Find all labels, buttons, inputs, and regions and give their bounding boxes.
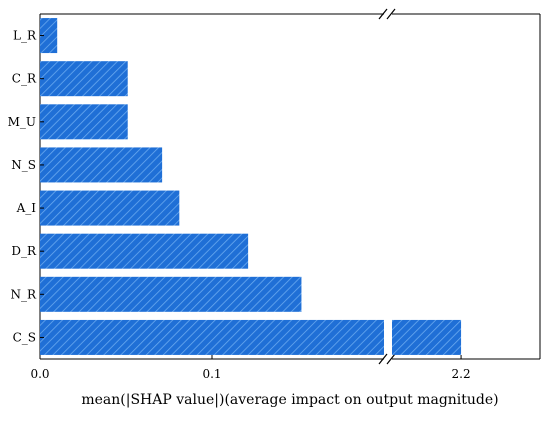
bar-n-s	[40, 147, 163, 183]
x-axis-title: mean(|SHAP value|)(average impact on out…	[81, 392, 498, 408]
bar-c-s-right	[392, 319, 462, 355]
y-tick-label: N_S	[11, 158, 36, 172]
bar-n-r	[40, 276, 302, 312]
bar-c-s-left	[40, 319, 384, 355]
x-tick-label: 2.2	[452, 367, 471, 381]
y-tick-label: N_R	[10, 287, 37, 301]
x-tick-label: 0.1	[202, 367, 221, 381]
bar-l-r	[40, 18, 58, 54]
y-tick-label: M_U	[8, 115, 36, 129]
y-tick-label: A_I	[16, 201, 37, 215]
x-tick-label: 0.0	[30, 367, 49, 381]
y-tick-label: C_S	[13, 330, 36, 344]
bar-c-r	[40, 61, 128, 97]
bar-d-r	[40, 233, 249, 269]
axis-break-bottom	[378, 353, 396, 365]
y-tick-labels: L_R C_R M_U N_S A_I D_R N_R C_S	[8, 29, 44, 344]
y-tick-label: L_R	[13, 29, 37, 43]
y-tick-label: C_R	[12, 72, 37, 86]
y-tick-label: D_R	[11, 244, 37, 258]
bar-m-u	[40, 104, 128, 140]
bars-layer	[40, 18, 462, 355]
bar-a-i	[40, 190, 180, 226]
axis-break-top	[378, 8, 396, 20]
x-ticks: 0.0 0.1 2.2	[30, 355, 471, 381]
